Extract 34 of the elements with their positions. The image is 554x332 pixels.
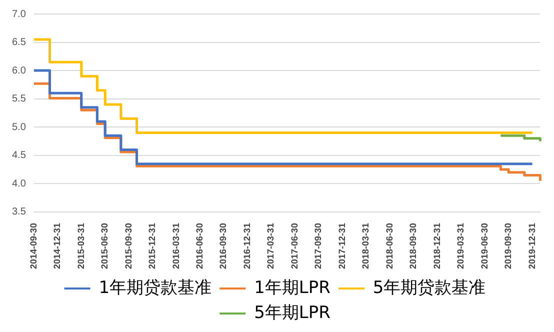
x-tick-label: 2018-03-31 xyxy=(360,222,371,270)
x-tick-label: 2018-12-31 xyxy=(432,222,442,270)
x-tick-label: 2018-09-30 xyxy=(408,222,418,270)
legend-label: 5年期LPR xyxy=(254,302,331,323)
x-tick-label: 2018-06-30 xyxy=(384,222,394,270)
x-tick-label: 2015-12-31 xyxy=(147,222,158,270)
y-tick-label: 5.5 xyxy=(12,94,26,105)
x-tick-label: 2015-06-30 xyxy=(100,222,110,270)
x-tick-label: 2019-06-30 xyxy=(479,222,490,270)
x-tick-label: 2019-12-31 xyxy=(526,222,537,270)
x-tick-label: 2017-06-30 xyxy=(289,222,300,270)
x-tick-label: 2016-12-31 xyxy=(242,222,252,270)
y-tick-label: 6.0 xyxy=(12,65,26,76)
x-tick-label: 2017-03-31 xyxy=(266,222,276,270)
x-tick-label: 2019-09-30 xyxy=(503,222,514,270)
x-tick-label: 2016-09-30 xyxy=(218,222,228,270)
x-tick-label: 2014-12-31 xyxy=(52,222,62,270)
legend-label: 1年期贷款基准 xyxy=(98,278,212,298)
x-tick-label: 2016-03-31 xyxy=(170,222,181,270)
x-tick-label: 2016-06-30 xyxy=(194,222,205,270)
y-tick-label: 5.0 xyxy=(12,122,26,133)
y-tick-label: 3.5 xyxy=(12,206,26,218)
legend-label: 5年期贷款基准 xyxy=(372,278,486,298)
x-tick-label: 2017-09-30 xyxy=(313,222,324,270)
y-tick-label: 6.5 xyxy=(12,37,26,48)
legend-label: 1年期LPR xyxy=(254,278,331,298)
y-tick-label: 7.0 xyxy=(12,8,26,20)
y-tick-label: 4.5 xyxy=(12,150,26,162)
x-tick-label: 2019-03-31 xyxy=(456,222,466,270)
x-tick-label: 2015-03-31 xyxy=(76,222,86,270)
x-tick-label: 2014-09-30 xyxy=(28,222,38,270)
x-tick-label: 2015-09-30 xyxy=(123,222,134,270)
x-tick-label: 2017-12-31 xyxy=(336,222,347,270)
y-tick-label: 4.0 xyxy=(12,178,26,190)
